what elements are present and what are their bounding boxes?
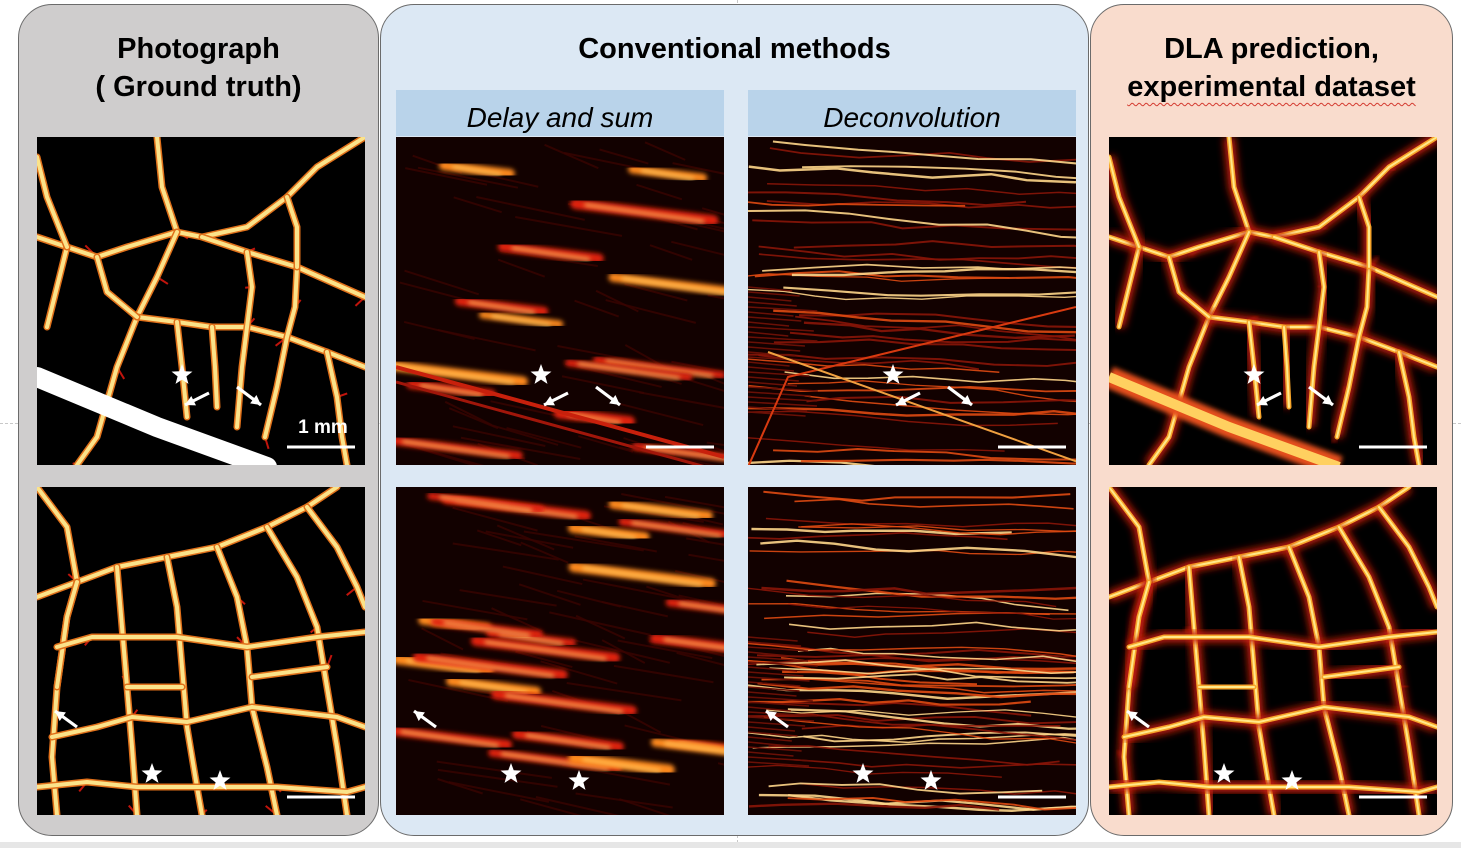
arrow-icon: [1256, 391, 1282, 407]
ground-truth-title: Photograph: [117, 33, 280, 65]
arrow-icon: [236, 385, 262, 407]
star-icon: [920, 770, 942, 790]
conventional-methods-title: Conventional methods: [578, 33, 891, 65]
arrow-icon: [184, 391, 210, 407]
arrow-icon: [413, 709, 437, 729]
star-icon: [209, 770, 231, 790]
dla-image-bottom: [1109, 487, 1437, 815]
star-icon: [852, 763, 874, 783]
star-icon: [1243, 364, 1265, 384]
arrow-icon: [1308, 385, 1334, 407]
arrow-icon: [1126, 709, 1150, 729]
gt-image-top: 1 mm: [37, 137, 365, 465]
star-icon: [568, 770, 590, 790]
dla-image-top: [1109, 137, 1437, 465]
deconvolution-header: Deconvolution: [748, 90, 1076, 136]
star-icon: [500, 763, 522, 783]
delay-and-sum-header: Delay and sum: [396, 90, 724, 136]
arrow-icon: [543, 391, 569, 407]
star-icon: [882, 364, 904, 384]
star-icon: [1213, 763, 1235, 783]
scale-bar-label: 1 mm: [298, 417, 348, 438]
footer-strip: [0, 842, 1461, 848]
dla-subtitle: experimental dataset: [1127, 71, 1416, 103]
arrow-icon: [595, 385, 621, 407]
star-icon: [141, 763, 163, 783]
deconv-image-top: [748, 137, 1076, 465]
arrow-icon: [54, 709, 78, 729]
arrow-icon: [765, 709, 789, 729]
deconv-image-bottom: [748, 487, 1076, 815]
das-image-top: [396, 137, 724, 465]
ground-truth-subtitle: ( Ground truth): [95, 71, 302, 103]
arrow-icon: [895, 391, 921, 407]
star-icon: [171, 364, 193, 384]
gt-image-bottom: [37, 487, 365, 815]
das-image-bottom: [396, 487, 724, 815]
star-icon: [1281, 770, 1303, 790]
dla-title: DLA prediction,: [1164, 33, 1379, 65]
arrow-icon: [947, 385, 973, 407]
star-icon: [530, 364, 552, 384]
